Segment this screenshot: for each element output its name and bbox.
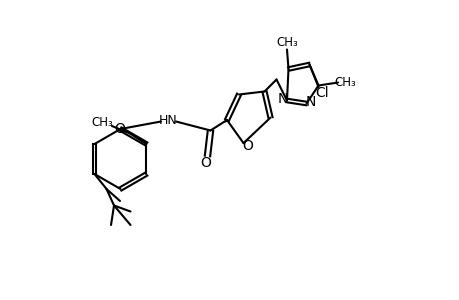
Text: CH₃: CH₃ (334, 76, 356, 89)
Text: HN: HN (159, 114, 178, 128)
Text: Cl: Cl (314, 86, 328, 100)
Text: CH₃: CH₃ (91, 116, 113, 130)
Text: O: O (242, 139, 253, 153)
Text: O: O (114, 122, 125, 136)
Text: O: O (200, 156, 211, 170)
Text: N: N (277, 92, 287, 106)
Text: N: N (305, 95, 315, 109)
Text: CH₃: CH₃ (275, 35, 297, 49)
